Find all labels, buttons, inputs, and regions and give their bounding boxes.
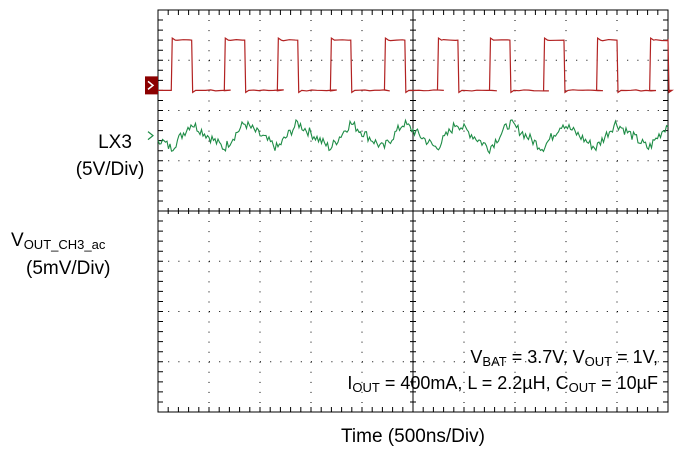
vout-marker-arrow-icon	[147, 131, 154, 141]
vout-trace	[157, 118, 669, 155]
condition-annotation-line1: VBAT = 3.7V, VOUT = 1V,	[470, 347, 658, 369]
x-axis-label: Time (500ns/Div)	[341, 426, 485, 447]
vout-scale-label: (5mV/Div)	[26, 258, 111, 279]
channel-markers	[145, 76, 158, 141]
lx3-trace	[157, 37, 674, 94]
lx3-channel-name: LX3	[98, 132, 132, 153]
traces	[157, 37, 674, 155]
lx3-scale-label: (5V/Div)	[75, 159, 145, 180]
condition-annotation-line2: IOUT = 400mA, L = 2.2µH, COUT = 10µF	[347, 373, 658, 395]
minor-ticks	[157, 9, 669, 413]
vout-channel-name: VOUT_CH3_ac	[11, 230, 106, 252]
lx3-marker-arrow-icon	[147, 80, 155, 90]
lx3-channel-marker	[145, 76, 158, 95]
graticule	[157, 9, 669, 413]
